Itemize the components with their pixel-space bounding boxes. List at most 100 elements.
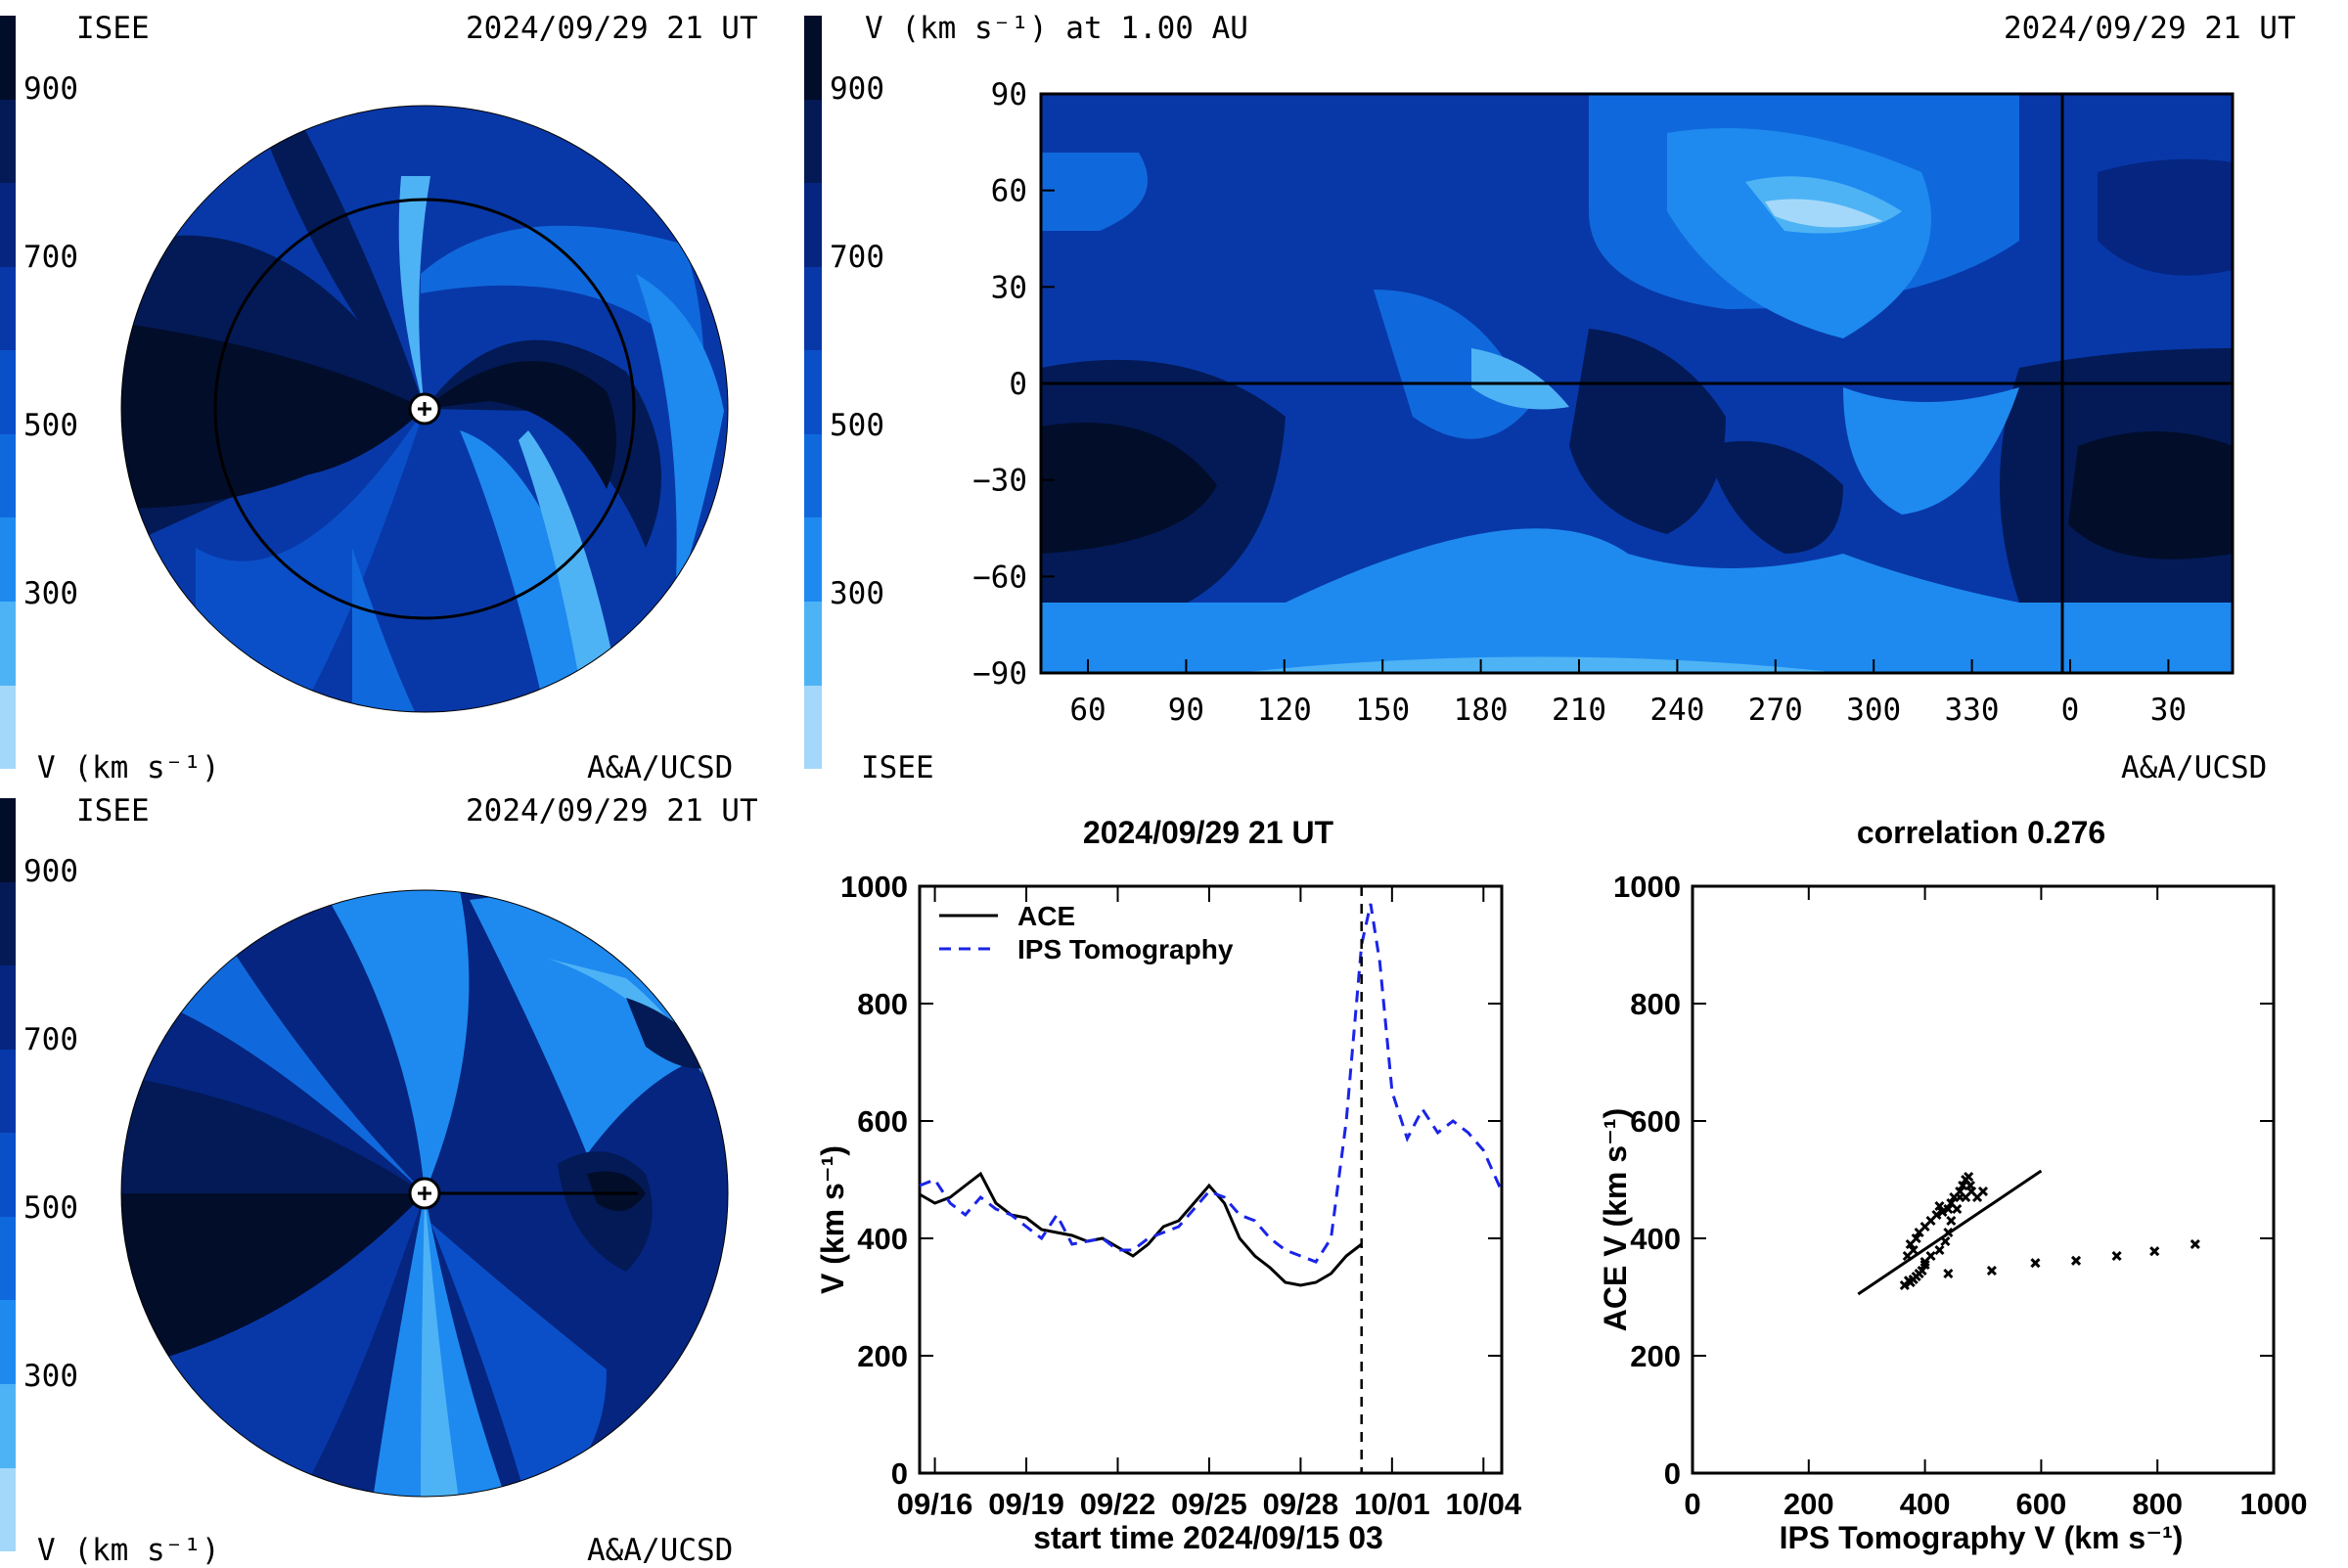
plot-frame [918,884,1504,1475]
x-tick-label: 10/04 [1446,1487,1522,1521]
scatter-point [1977,1186,1989,1197]
credit-label: A&A/UCSD [587,1533,734,1568]
datetime-label: 2024/09/29 21 UT [2004,11,2296,46]
x-tick-label: 300 [1846,693,1901,728]
x-tick-label: 10/01 [1354,1487,1430,1521]
datetime-label: 2024/09/29 21 UT [466,11,758,46]
scatter-point [1940,1235,1951,1247]
colorbar-tick: 300 [23,576,78,611]
scatter-xlabel: IPS Tomography V (km s⁻¹) [1780,1520,2184,1555]
timeseries-title: 2024/09/29 21 UT [1083,815,1334,850]
y-tick-label: 30 [991,270,1027,305]
scatter-point [1986,1265,1997,1277]
scatter-ylabel: ACE V (km s⁻¹) [1598,1108,1633,1331]
scatter-point [1937,1206,1948,1218]
scatter-point [1946,1215,1957,1227]
scatter-point [2070,1255,2082,1266]
y-tick-label: 200 [1630,1339,1681,1373]
colorbar-tick: 500 [23,1190,78,1226]
scatter-point [1925,1250,1936,1262]
scatter-point [1919,1259,1930,1271]
x-tick-label: 09/22 [1080,1487,1156,1521]
scatter-point [1964,1171,1974,1183]
scatter-point [1911,1271,1921,1282]
y-tick-label: 200 [857,1339,908,1373]
datetime-label: 2024/09/29 21 UT [466,793,758,829]
scatter-point [1943,1268,1954,1279]
x-tick-label: 1000 [2240,1487,2308,1521]
x-tick-label: 0 [2061,693,2080,728]
colorbar-tick: 700 [830,240,884,275]
y-tick-label: 90 [991,77,1027,112]
x-tick-label: 0 [1684,1487,1700,1521]
colorbar [0,798,16,1552]
x-tick-label: 210 [1552,693,1606,728]
y-tick-label: 0 [1009,367,1027,402]
isee-label: ISEE [76,11,150,46]
x-tick-label: 800 [2132,1487,2183,1521]
scatter-point [1952,1203,1963,1215]
scatter-point [1931,1209,1942,1221]
x-tick-label: 400 [1900,1487,1951,1521]
scatter-point [2190,1238,2200,1250]
scatter-point [1958,1180,1968,1191]
ace-series-line [919,1171,1363,1287]
unit-label: V (km s⁻¹) [37,1533,220,1568]
x-tick-label: 600 [2016,1487,2067,1521]
colorbar-tick: 700 [23,1022,78,1057]
ecliptic-panel-top: 900 700 500 300 ISEE 2024/09/29 21 UT V … [0,0,802,785]
plot-frame [1691,884,2276,1475]
scatter-point [2030,1258,2041,1269]
y-tick-label: 800 [1630,987,1681,1021]
y-tick-label: −90 [972,656,1027,692]
legend-ips-label: IPS Tomography [1017,934,1234,964]
x-tick-label: 60 [1069,693,1106,728]
polar-velocity-map [120,889,729,1498]
x-tick-label: 240 [1649,693,1704,728]
scatter-point [1903,1276,1915,1286]
unit-label: V (km s⁻¹) [37,750,220,785]
ips-series-line [919,903,1504,1264]
scatter-point [1943,1227,1954,1238]
y-tick-label: 1000 [840,870,908,904]
scatter-point [1902,1250,1913,1262]
x-tick-label: 180 [1454,693,1509,728]
colorbar-tick: 900 [23,854,78,889]
colorbar-tick: 500 [23,408,78,443]
x-tick-label: 30 [2150,693,2187,728]
scatter-title: correlation 0.276 [1857,815,2105,850]
colorbar-tick: 900 [23,71,78,107]
x-tick-label: 09/25 [1171,1487,1247,1521]
colorbar [804,16,822,770]
legend: ACE IPS Tomography [939,901,1234,964]
x-tick-label: 120 [1257,693,1312,728]
x-tick-label: 09/16 [897,1487,973,1521]
y-tick-label: 800 [857,987,908,1021]
credit-label: A&A/UCSD [2121,750,2268,785]
isee-label: ISEE [76,793,150,829]
x-tick-label: 330 [1945,693,2000,728]
isee-label: ISEE [861,750,934,785]
y-tick-label: 60 [991,174,1027,209]
y-tick-label: 600 [1630,1104,1681,1139]
colorbar-tick: 300 [830,576,884,611]
x-tick-label: 90 [1168,693,1204,728]
ecliptic-panel-bottom: 900 700 500 300 ISEE 2024/09/29 21 UT V … [0,783,802,1568]
y-tick-label: −60 [972,560,1027,595]
timeseries-ylabel: V (km s⁻¹) [815,1145,850,1294]
y-tick-label: 0 [1664,1456,1681,1491]
timeseries-chart: 2024/09/29 21 UT start time 2024/09/15 0… [802,783,1565,1565]
scatter-point [1934,1244,1945,1256]
synoptic-map-panel: 900 700 500 300 V (km s⁻¹) at 1.00 AU 20… [802,0,2348,785]
y-tick-label: 400 [857,1222,908,1256]
polar-velocity-map [120,105,729,713]
y-tick-label: 0 [891,1456,908,1491]
colorbar-tick: 300 [23,1359,78,1394]
colorbar-tick: 500 [830,408,884,443]
colorbar-tick: 700 [23,240,78,275]
map-title: V (km s⁻¹) at 1.00 AU [865,11,1248,46]
y-tick-label: −30 [972,464,1027,499]
x-tick-label: 09/28 [1263,1487,1339,1521]
timeseries-svg: 2024/09/29 21 UT start time 2024/09/15 0… [815,815,1522,1555]
